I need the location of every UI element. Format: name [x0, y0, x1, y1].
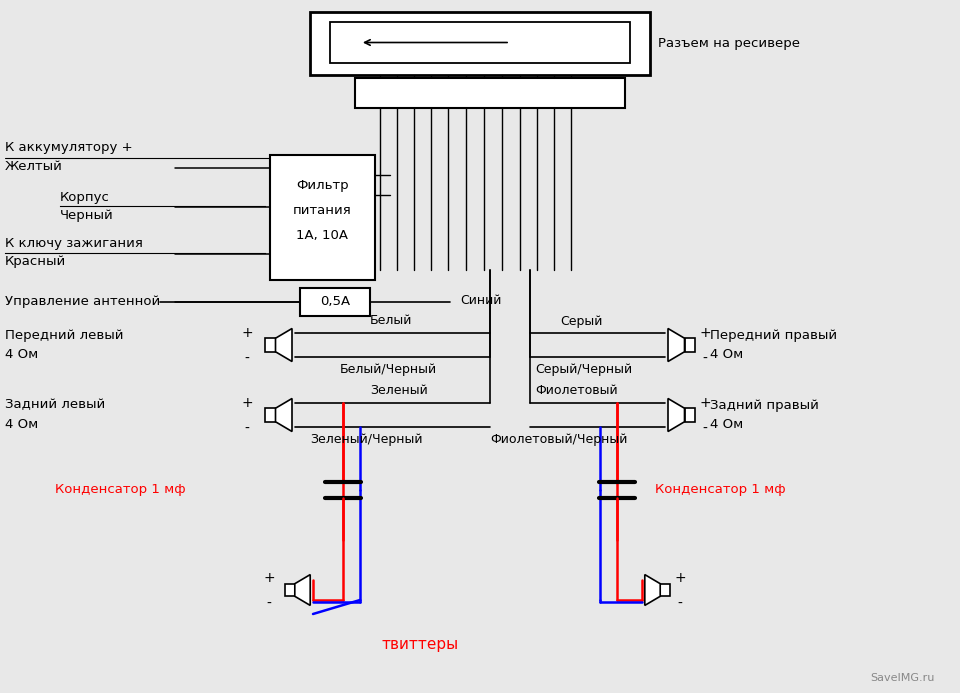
Text: Конденсатор 1 мф: Конденсатор 1 мф [55, 484, 185, 496]
Bar [265, 408, 276, 422]
Text: Фильтр: Фильтр [297, 179, 348, 191]
Polygon shape [668, 398, 684, 432]
Text: Задний левый: Задний левый [5, 398, 106, 412]
Text: Белый/Черный: Белый/Черный [340, 362, 437, 376]
Text: Серый/Черный: Серый/Черный [535, 362, 632, 376]
Text: Серый: Серый [560, 315, 602, 328]
Text: Задний правый: Задний правый [710, 398, 819, 412]
Text: -: - [245, 352, 250, 366]
Text: питания: питания [293, 204, 352, 216]
Bar [285, 584, 295, 596]
Text: Передний правый: Передний правый [710, 328, 837, 342]
Bar [265, 338, 276, 352]
Polygon shape [645, 574, 660, 606]
Text: Синий: Синий [460, 294, 501, 306]
Bar [300, 288, 370, 316]
Bar [684, 408, 695, 422]
Bar [660, 584, 670, 596]
Bar [270, 155, 375, 280]
Text: 4 Ом: 4 Ом [710, 349, 743, 362]
Text: -: - [245, 422, 250, 436]
Text: К аккумулятору +: К аккумулятору + [5, 141, 132, 155]
Text: 1А, 10А: 1А, 10А [297, 229, 348, 241]
Text: SaveIMG.ru: SaveIMG.ru [870, 673, 934, 683]
Text: Фиолетовый/Черный: Фиолетовый/Черный [490, 432, 628, 446]
Text: Корпус: Корпус [60, 191, 109, 204]
Text: Белый: Белый [370, 315, 413, 328]
Text: Черный: Черный [60, 209, 113, 222]
Text: Конденсатор 1 мф: Конденсатор 1 мф [655, 484, 785, 496]
Bar [355, 78, 625, 108]
Text: -: - [678, 597, 683, 611]
Text: +: + [263, 571, 275, 585]
Bar [330, 22, 630, 63]
Polygon shape [668, 328, 684, 362]
Text: Желтый: Желтый [5, 161, 62, 173]
Text: +: + [674, 571, 685, 585]
Polygon shape [276, 398, 292, 432]
Text: Красный: Красный [5, 256, 66, 268]
Text: Фиолетовый: Фиолетовый [535, 385, 617, 398]
Text: 4 Ом: 4 Ом [5, 349, 38, 362]
Text: Управление антенной: Управление антенной [5, 295, 160, 308]
Text: -: - [703, 352, 708, 366]
Bar [684, 338, 695, 352]
Text: Зеленый/Черный: Зеленый/Черный [310, 432, 422, 446]
Text: +: + [241, 396, 252, 410]
Text: К ключу зажигания: К ключу зажигания [5, 238, 143, 250]
Text: Зеленый: Зеленый [370, 385, 428, 398]
Text: Передний левый: Передний левый [5, 328, 124, 342]
Text: -: - [267, 597, 272, 611]
Text: Разъем на ресивере: Разъем на ресивере [658, 37, 800, 50]
Text: 4 Ом: 4 Ом [710, 419, 743, 432]
Polygon shape [276, 328, 292, 362]
Text: +: + [241, 326, 252, 340]
Text: 4 Ом: 4 Ом [5, 419, 38, 432]
Text: твиттеры: твиттеры [381, 638, 459, 653]
Text: +: + [699, 326, 710, 340]
Text: -: - [703, 422, 708, 436]
Bar [310, 12, 650, 75]
Text: +: + [699, 396, 710, 410]
Text: 0,5А: 0,5А [320, 295, 350, 308]
Polygon shape [295, 574, 310, 606]
